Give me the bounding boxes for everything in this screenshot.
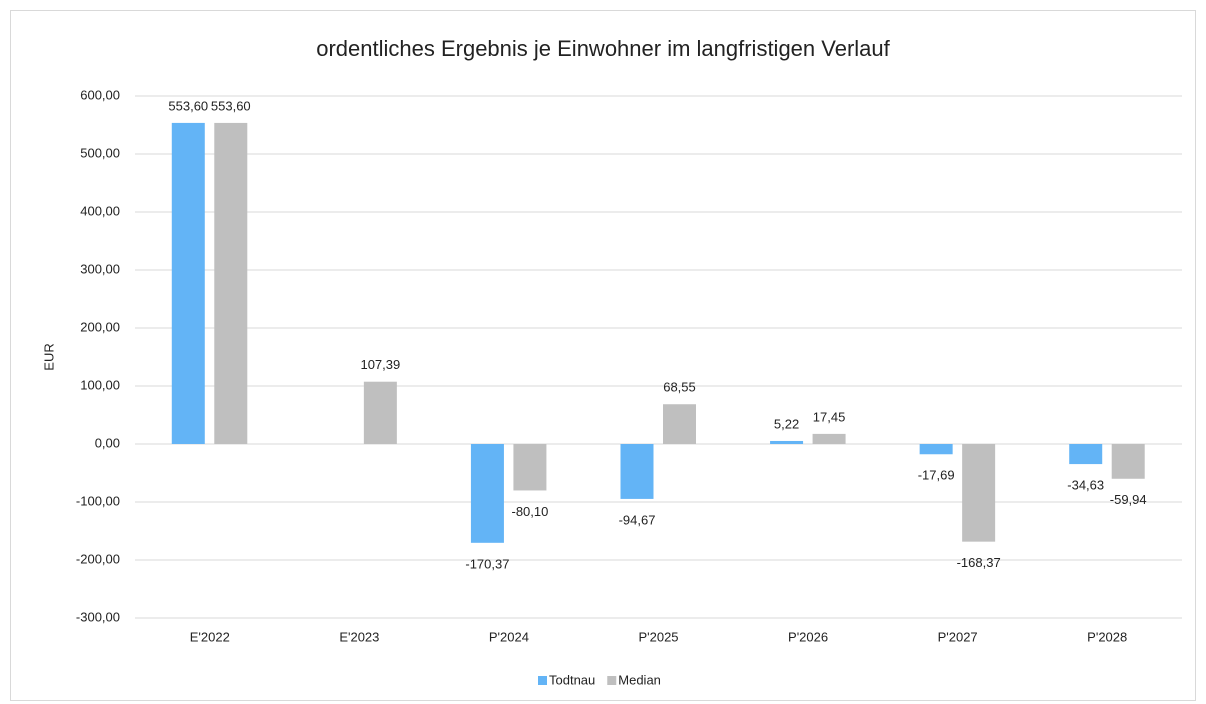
bar xyxy=(363,381,397,444)
y-tick-label: -100,00 xyxy=(76,493,120,508)
bar xyxy=(919,444,953,455)
x-tick-label: P'2028 xyxy=(1087,629,1127,644)
y-tick-label: 600,00 xyxy=(80,87,120,102)
data-label: -59,94 xyxy=(1110,492,1147,507)
y-tick-label: -200,00 xyxy=(76,551,120,566)
x-tick-label: P'2026 xyxy=(788,629,828,644)
data-label: 68,55 xyxy=(663,380,696,395)
legend-swatch xyxy=(607,676,617,685)
data-label: -17,69 xyxy=(918,468,955,483)
bar xyxy=(1069,444,1103,465)
legend-swatch xyxy=(538,676,547,685)
y-tick-label: 0,00 xyxy=(95,435,120,450)
legend-label: Todtnau xyxy=(549,672,595,687)
data-label: -94,67 xyxy=(619,512,656,527)
y-tick-label: 200,00 xyxy=(80,319,120,334)
x-tick-label: P'2025 xyxy=(638,629,678,644)
x-tick-label: P'2027 xyxy=(938,629,978,644)
data-label: 5,22 xyxy=(774,416,799,431)
bar xyxy=(470,444,504,543)
bar xyxy=(663,404,696,444)
data-label: 553,60 xyxy=(168,98,208,113)
y-tick-label: 100,00 xyxy=(80,377,120,392)
data-label: -168,37 xyxy=(957,555,1001,570)
bar xyxy=(214,122,248,445)
bar xyxy=(812,433,846,444)
bar xyxy=(513,444,547,491)
data-label: 107,39 xyxy=(360,357,400,372)
bar xyxy=(171,122,205,445)
bar xyxy=(1111,444,1145,479)
legend-label: Median xyxy=(618,672,661,687)
y-tick-label: 400,00 xyxy=(80,203,120,218)
chart-frame xyxy=(10,10,1196,701)
y-tick-label: 500,00 xyxy=(80,145,120,160)
y-tick-label: 300,00 xyxy=(80,261,120,276)
y-tick-label: -300,00 xyxy=(76,609,120,624)
data-label: -170,37 xyxy=(465,556,509,571)
x-tick-label: E'2022 xyxy=(190,629,230,644)
bar xyxy=(962,444,996,542)
bar xyxy=(620,444,654,499)
y-axis-label: EUR xyxy=(41,343,56,370)
data-label: -34,63 xyxy=(1067,478,1104,493)
x-tick-label: E'2023 xyxy=(339,629,379,644)
data-label: 553,60 xyxy=(211,98,251,113)
data-label: 17,45 xyxy=(813,409,846,424)
x-tick-label: P'2024 xyxy=(489,629,529,644)
chart-title: ordentliches Ergebnis je Einwohner im la… xyxy=(316,36,890,61)
bar xyxy=(770,440,804,444)
data-label: -80,10 xyxy=(511,504,548,519)
